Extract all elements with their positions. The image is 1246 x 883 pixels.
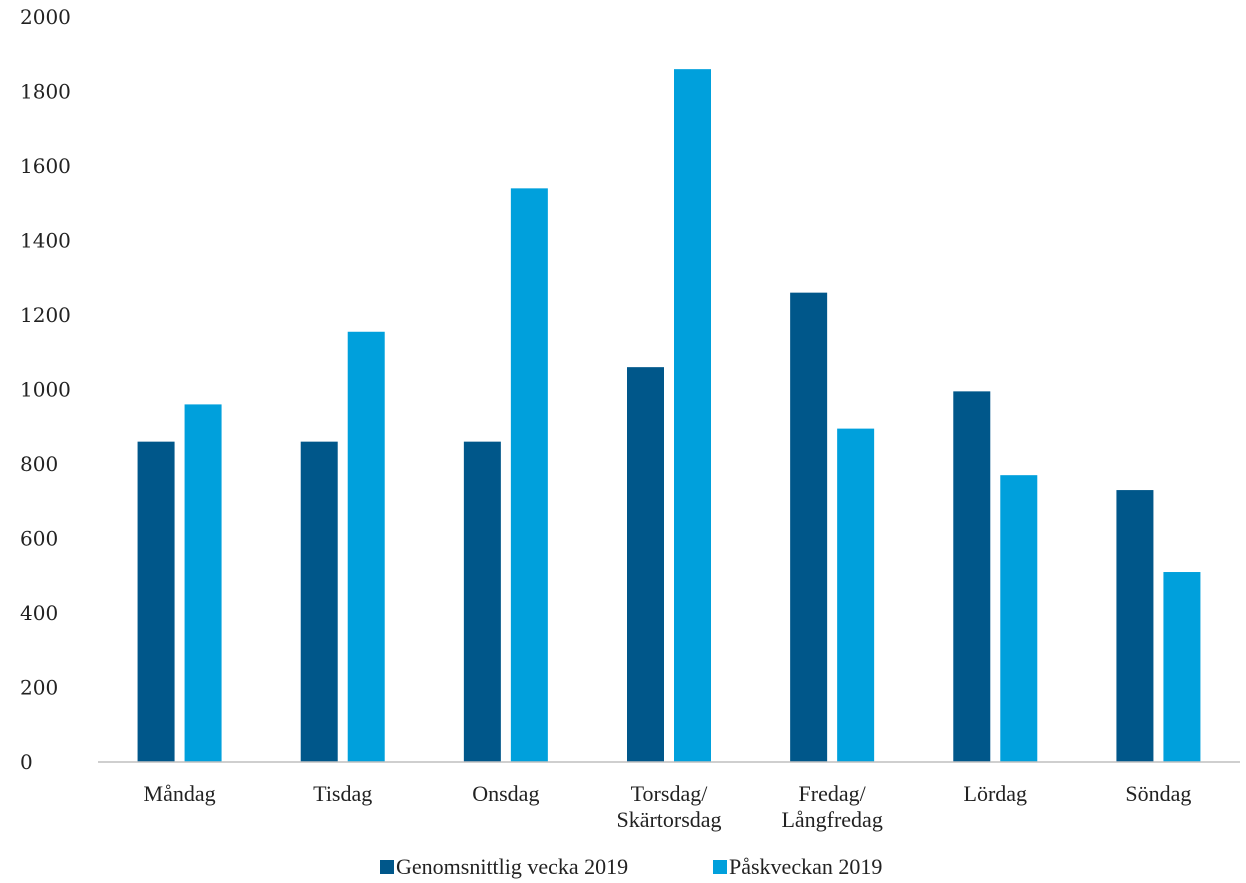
bar bbox=[1116, 490, 1154, 762]
y-tick-label: 600 bbox=[20, 527, 58, 551]
legend: Genomsnittlig vecka 2019 Påskveckan 2019 bbox=[380, 854, 882, 879]
legend-swatch bbox=[380, 860, 394, 874]
bars bbox=[137, 69, 1201, 763]
bar bbox=[184, 404, 222, 762]
bar bbox=[953, 391, 991, 762]
bar bbox=[137, 441, 175, 762]
y-tick-label: 400 bbox=[20, 601, 58, 625]
bar bbox=[674, 69, 711, 762]
y-tick-label: 1800 bbox=[20, 80, 71, 104]
y-tick-label: 1000 bbox=[20, 378, 71, 402]
x-tick-label: Fredag/Långfredag bbox=[781, 781, 882, 832]
x-tick-label: Lördag bbox=[964, 781, 1028, 806]
bar bbox=[627, 367, 664, 762]
bar bbox=[347, 331, 385, 762]
bar bbox=[1000, 475, 1038, 762]
x-tick-label: Onsdag bbox=[472, 781, 539, 806]
bar bbox=[837, 428, 875, 762]
x-tick-label: Torsdag/Skärtorsdag bbox=[616, 781, 721, 832]
bar bbox=[463, 441, 501, 762]
y-tick-label: 2000 bbox=[20, 5, 71, 29]
legend-label: Påskveckan 2019 bbox=[729, 854, 882, 879]
legend-label: Genomsnittlig vecka 2019 bbox=[396, 854, 628, 879]
x-axis-labels: Måndag Tisdag Onsdag Torsdag/Skärtorsdag Fre… bbox=[144, 781, 1192, 832]
bar bbox=[1163, 572, 1201, 762]
y-axis-ticks: 0 200 400 600 800 1000 1200 1400 1600 1800 2000 bbox=[20, 5, 71, 774]
y-tick-label: 200 bbox=[20, 676, 58, 700]
y-tick-label: 1600 bbox=[20, 154, 71, 178]
x-tick-label: Tisdag bbox=[313, 781, 372, 806]
y-tick-label: 0 bbox=[20, 750, 33, 774]
x-tick-label: Söndag bbox=[1125, 781, 1191, 806]
bar bbox=[510, 188, 548, 763]
bar bbox=[300, 441, 338, 762]
bar bbox=[790, 292, 828, 762]
x-tick-label: Måndag bbox=[144, 781, 216, 806]
y-tick-label: 1400 bbox=[20, 229, 71, 253]
y-tick-label: 800 bbox=[20, 452, 58, 476]
legend-swatch bbox=[713, 860, 727, 874]
y-tick-label: 1200 bbox=[20, 303, 71, 327]
